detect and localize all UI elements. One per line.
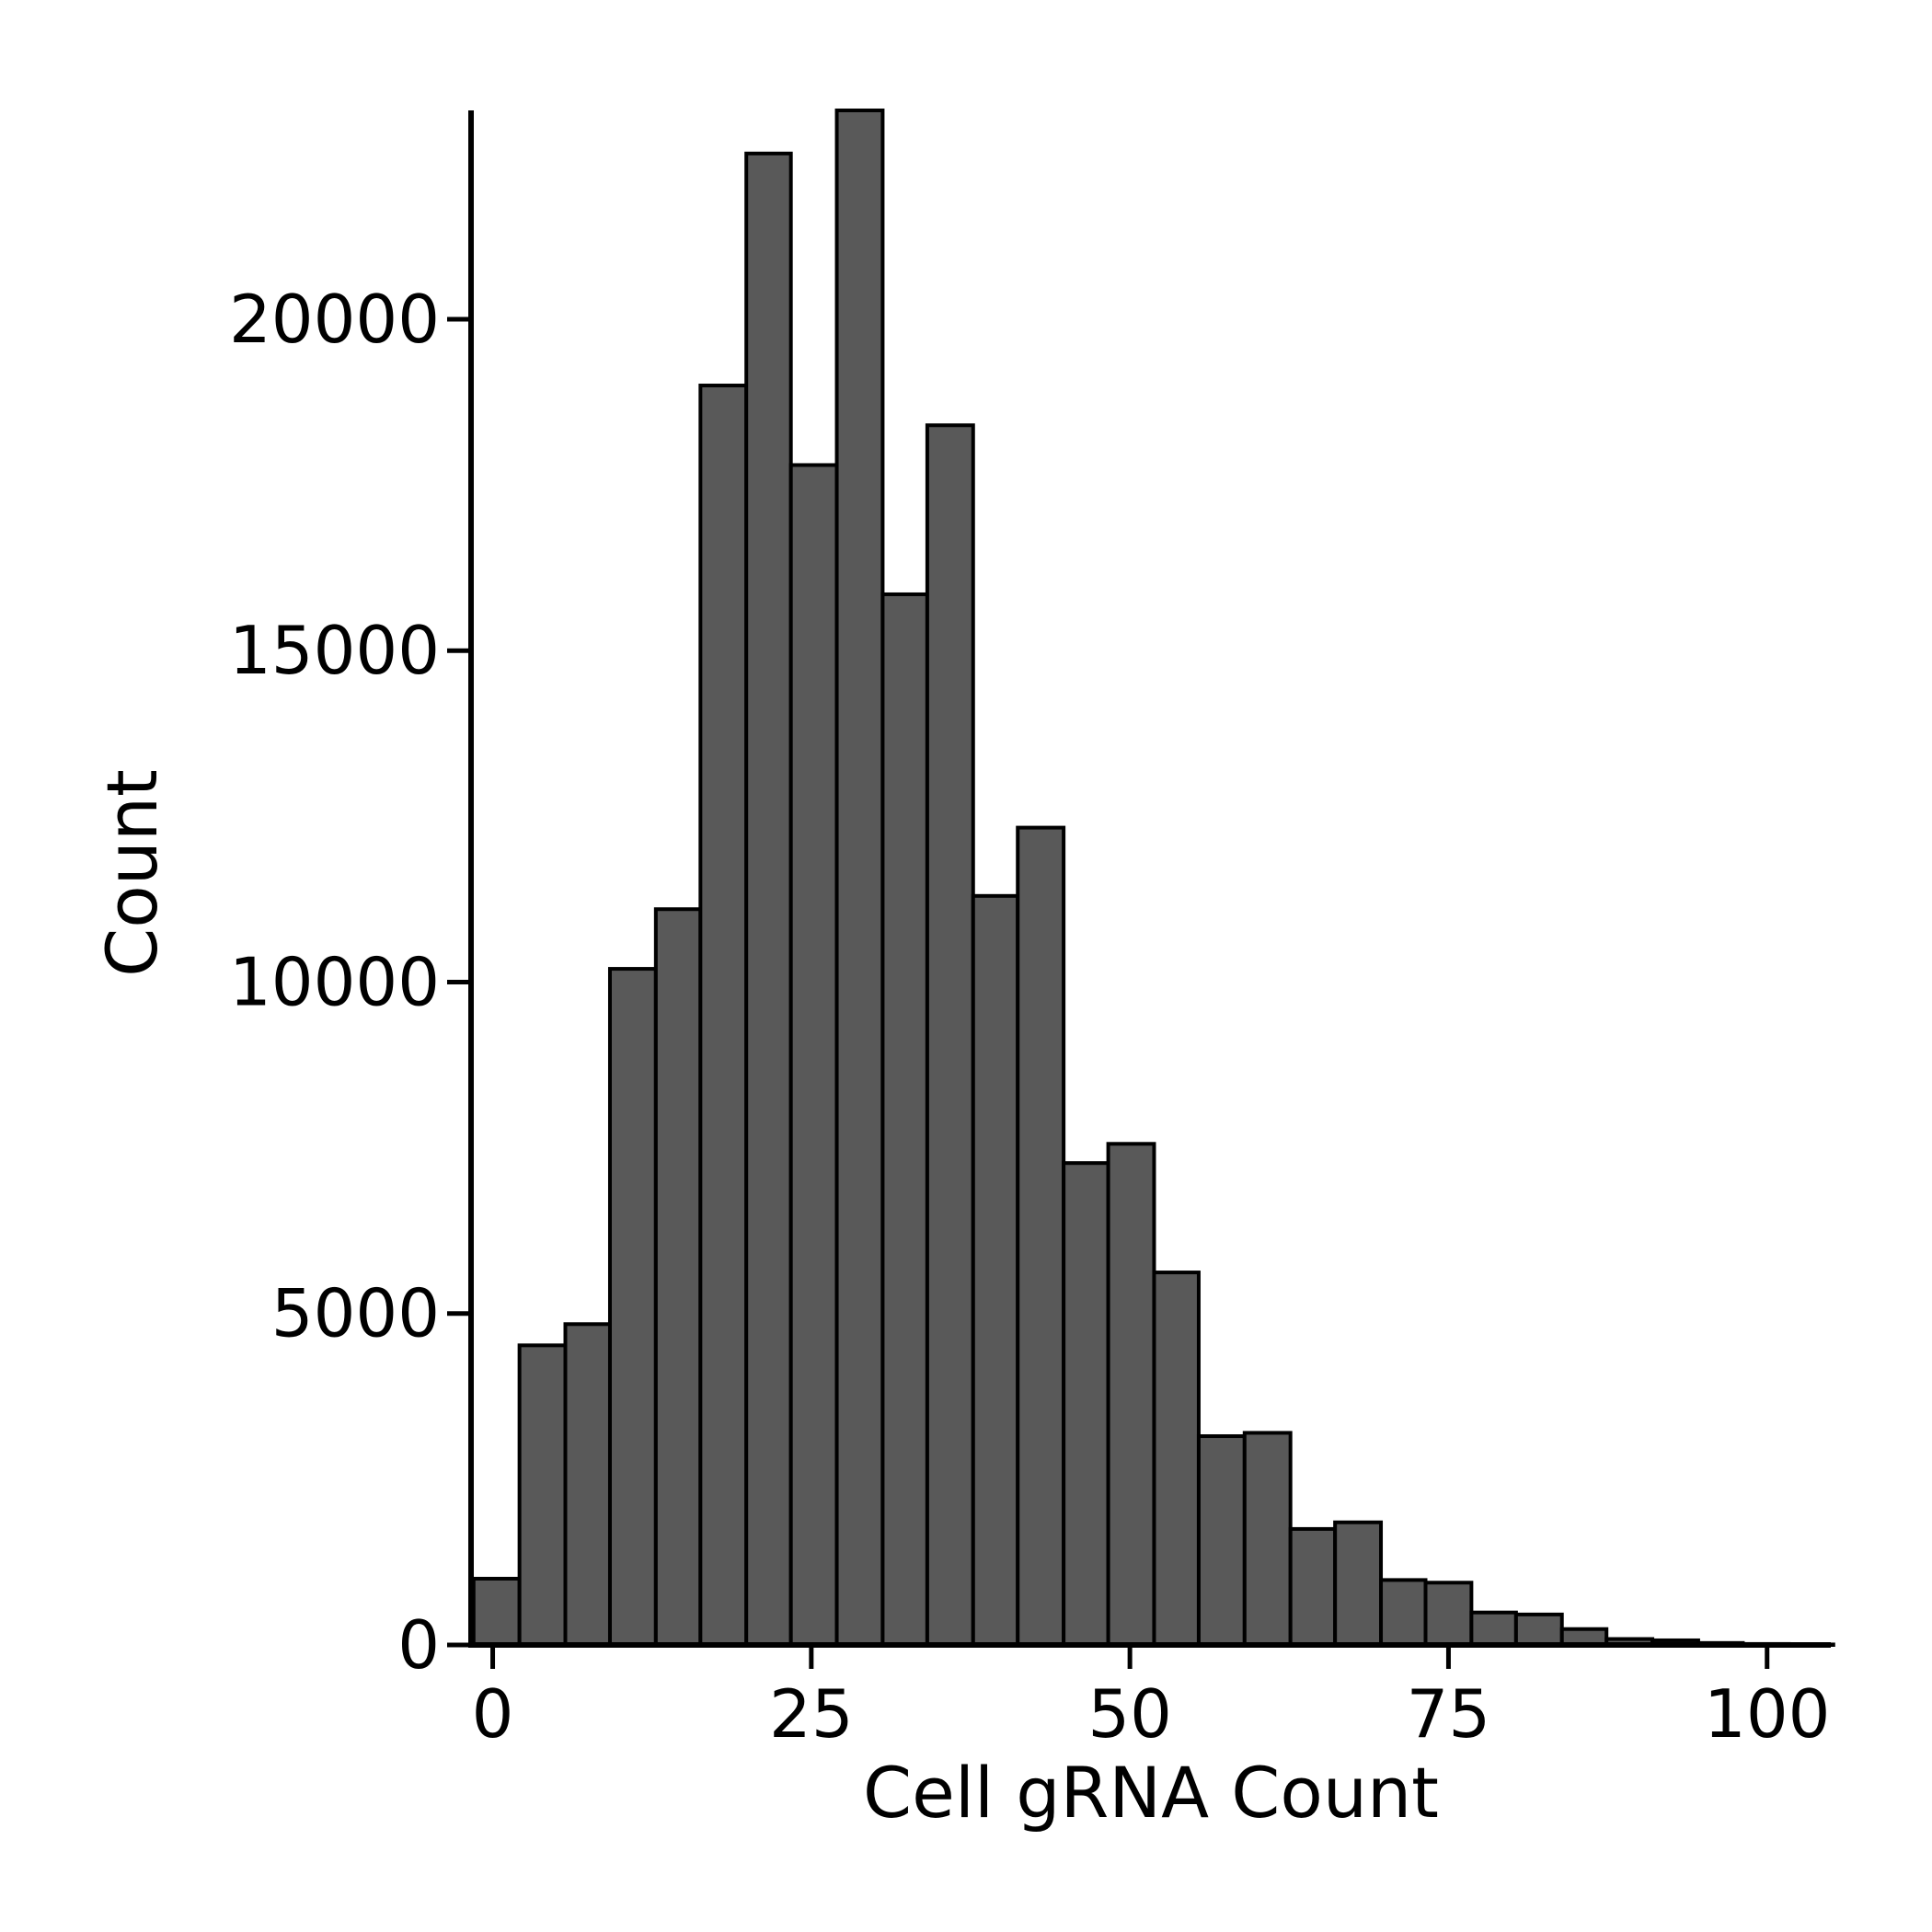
y-axis-ticks: 0 5000 10000 15000 20000: [229, 281, 471, 1684]
histogram-bar-13: [1062, 1161, 1110, 1647]
x-tick-label: 50: [1087, 1675, 1172, 1753]
x-tick-label: 75: [1407, 1675, 1491, 1753]
histogram-bar-15: [1152, 1271, 1201, 1648]
histogram-bar-8: [834, 109, 885, 1647]
histogram-bar-2: [563, 1322, 612, 1648]
y-tick-label: 0: [397, 1606, 440, 1684]
histogram-bar-21: [1423, 1581, 1474, 1647]
y-tick-label: 5000: [271, 1275, 440, 1352]
histogram-bar-4: [653, 907, 703, 1647]
histogram-bar-10: [925, 423, 975, 1647]
x-tick-label: 100: [1704, 1675, 1830, 1753]
y-tick-label: 10000: [229, 943, 440, 1020]
histogram-bar-22: [1469, 1610, 1518, 1647]
histogram-bar-11: [971, 893, 1020, 1647]
histogram-bar-3: [607, 967, 658, 1647]
histogram-bar-5: [698, 384, 749, 1647]
x-axis-label: Cell gRNA Count: [863, 1752, 1439, 1834]
histogram-bar-23: [1513, 1612, 1564, 1648]
x-tick-label: 0: [472, 1675, 514, 1753]
histogram-bar-14: [1106, 1142, 1156, 1647]
y-axis-label: Count: [91, 769, 173, 977]
y-tick-label: 15000: [229, 612, 440, 689]
x-tick-label: 25: [769, 1675, 854, 1753]
histogram-bars: [471, 109, 1835, 1648]
histogram-bar-17: [1242, 1431, 1293, 1647]
histogram-bar-6: [744, 151, 793, 1647]
histogram-bar-20: [1379, 1578, 1428, 1647]
histogram-bar-1: [517, 1343, 568, 1647]
histogram-bar-19: [1333, 1520, 1384, 1647]
histogram-bar-18: [1288, 1526, 1338, 1648]
histogram-bar-7: [788, 463, 839, 1648]
histogram-bar-0: [471, 1576, 522, 1647]
x-axis-ticks: 0 25 50 75 100: [472, 1645, 1830, 1753]
y-tick-label: 20000: [229, 281, 440, 358]
histogram-bar-12: [1016, 825, 1066, 1647]
histogram-bar-16: [1196, 1434, 1247, 1648]
histogram-bar-9: [880, 592, 929, 1647]
